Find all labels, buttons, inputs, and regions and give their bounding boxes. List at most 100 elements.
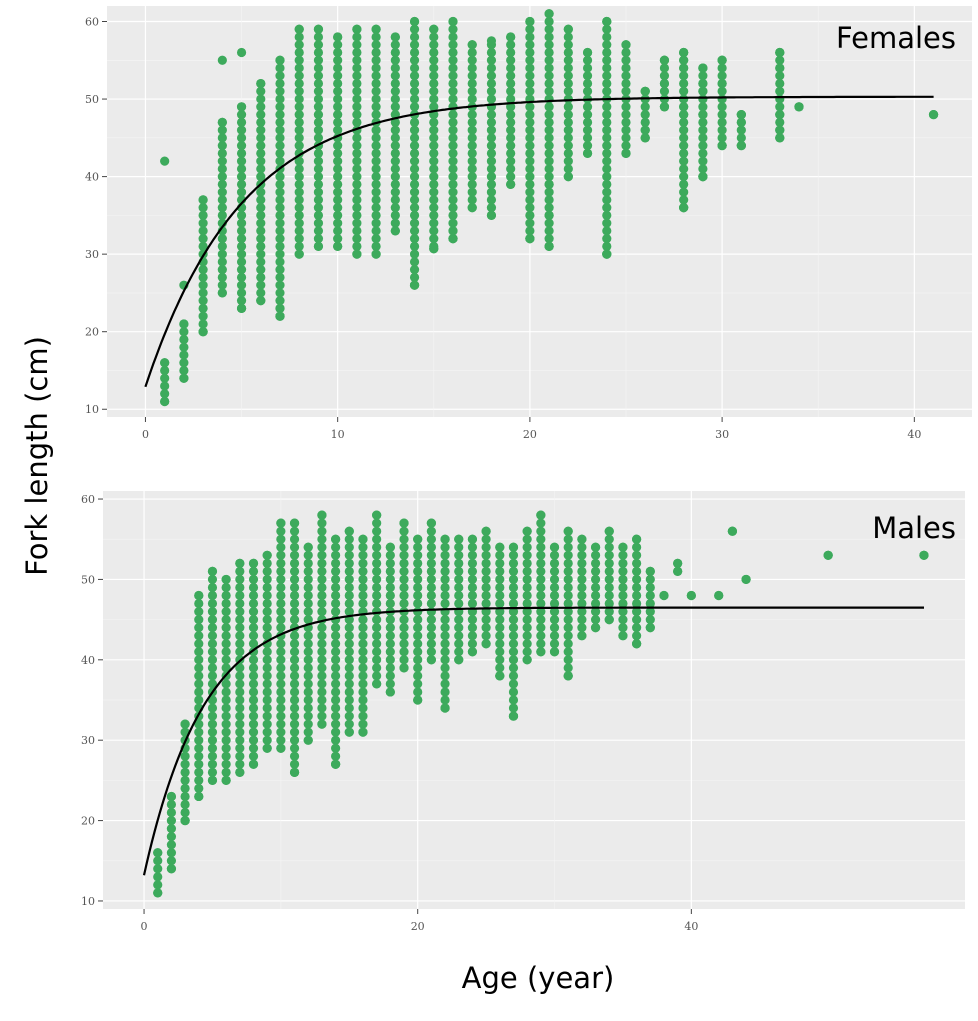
data-point [221, 590, 231, 601]
data-point [544, 24, 554, 34]
data-point [198, 265, 208, 275]
data-point [198, 218, 208, 228]
data-point [221, 663, 231, 673]
data-point [303, 671, 313, 681]
data-point [632, 582, 642, 593]
data-point [632, 639, 642, 649]
data-point [256, 187, 266, 197]
data-point [166, 864, 177, 874]
data-point [294, 86, 304, 96]
data-point [248, 735, 259, 745]
data-point [275, 296, 285, 306]
data-point [371, 55, 381, 65]
data-point [549, 590, 560, 601]
data-point [331, 558, 341, 568]
data-point [429, 203, 439, 213]
data-point [262, 663, 272, 673]
data-point [344, 542, 354, 552]
data-point [371, 63, 381, 73]
data-point [358, 542, 368, 552]
data-point [180, 799, 190, 810]
data-point [217, 241, 227, 251]
data-point [333, 125, 343, 135]
data-point [371, 86, 381, 96]
data-point [399, 582, 409, 593]
data-point [313, 210, 324, 220]
data-point [235, 727, 245, 737]
data-point [486, 109, 497, 120]
data-point [577, 582, 587, 593]
data-point [371, 71, 381, 81]
data-point [563, 86, 573, 96]
data-point [698, 86, 708, 96]
data-point [429, 156, 439, 166]
data-point [506, 94, 516, 104]
data-point [275, 78, 285, 89]
data-point [248, 606, 259, 617]
data-point [358, 615, 368, 625]
y-tick-label: 60 [85, 16, 99, 29]
data-point [333, 63, 343, 73]
data-point [536, 542, 546, 552]
data-point [248, 655, 259, 665]
data-point [344, 631, 354, 641]
data-point [275, 257, 285, 267]
data-point [717, 109, 727, 120]
data-point [549, 615, 560, 625]
data-point [413, 647, 423, 657]
data-point [262, 631, 272, 641]
data-point [303, 735, 313, 745]
data-point [698, 172, 708, 182]
data-point [276, 615, 286, 625]
data-point [508, 566, 519, 576]
data-point [236, 272, 247, 283]
data-point [235, 631, 245, 641]
data-point [544, 133, 554, 143]
data-point [344, 606, 354, 617]
data-point [495, 639, 505, 649]
data-point [544, 117, 554, 127]
data-point [372, 590, 382, 601]
data-point [276, 735, 286, 745]
data-point [317, 639, 327, 649]
data-point [495, 582, 505, 593]
data-point [344, 711, 354, 721]
data-point [399, 639, 409, 649]
data-point [333, 32, 343, 42]
data-point [467, 47, 477, 58]
data-point [486, 172, 497, 182]
data-point [275, 265, 285, 275]
data-point [409, 156, 420, 166]
data-point [331, 743, 341, 753]
data-point [294, 32, 304, 42]
data-point [262, 558, 272, 568]
data-point [590, 574, 601, 585]
data-point [409, 102, 420, 112]
data-point [659, 63, 670, 73]
data-point [602, 71, 612, 81]
data-point [275, 234, 285, 244]
data-point [508, 542, 519, 552]
data-point [506, 164, 516, 174]
data-point [352, 241, 362, 251]
data-point [358, 671, 368, 681]
data-point [333, 55, 343, 65]
data-point [544, 71, 554, 81]
data-point [236, 117, 247, 127]
data-point [313, 133, 324, 143]
data-point [194, 590, 204, 601]
data-point [632, 631, 642, 641]
data-point [390, 203, 400, 213]
data-point [385, 550, 395, 560]
data-point [698, 71, 708, 81]
data-point [180, 783, 190, 794]
data-point [413, 679, 423, 689]
data-point [467, 566, 478, 576]
data-point [294, 210, 304, 220]
data-point [248, 615, 259, 625]
data-point [467, 558, 478, 568]
data-point [602, 156, 612, 166]
data-point [429, 218, 439, 228]
data-point [358, 574, 368, 585]
data-point [303, 639, 313, 649]
